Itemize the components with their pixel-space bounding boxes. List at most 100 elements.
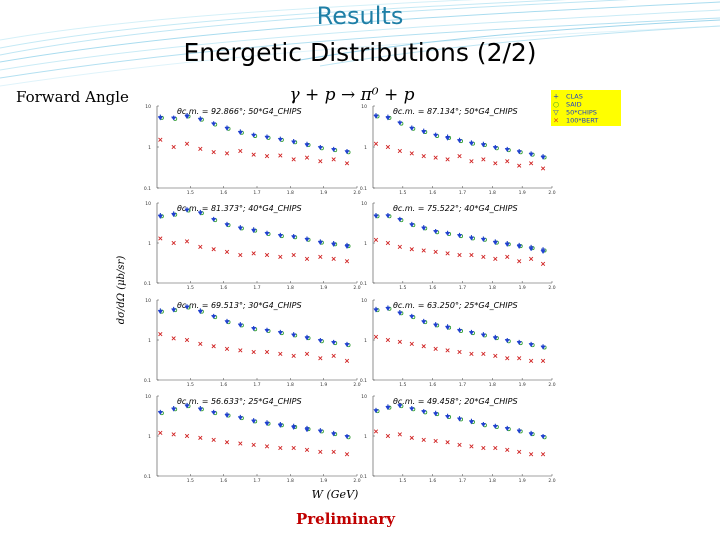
- bert-point: [344, 358, 350, 364]
- bert-point: [517, 163, 522, 168]
- bert-point: [171, 336, 176, 341]
- x-tick-label: 1.9: [519, 478, 526, 484]
- chips-point: [331, 341, 337, 345]
- chips-point: [397, 121, 403, 126]
- chips-point: [540, 345, 546, 350]
- legend-marker: ▽: [553, 109, 559, 117]
- panel: 10 1 0.1 1.5 1.6 1.7 1.8 1.9 2.0 θc.m. = 75.522°;…: [360, 201, 556, 291]
- x-tick-label: 1.8: [489, 190, 496, 196]
- bert-point: [505, 254, 510, 259]
- legend-label: 100*BERT: [566, 117, 598, 125]
- x-tick-label: 1.8: [489, 285, 496, 291]
- x-tick-label: 1.9: [320, 478, 327, 484]
- chips-point: [157, 310, 163, 315]
- x-tick-label: 1.8: [489, 382, 496, 388]
- chips-point: [409, 223, 415, 228]
- chips-point: [264, 231, 270, 236]
- legend-marker: ×: [553, 117, 559, 125]
- bert-point: [385, 240, 391, 246]
- bert-point: [481, 254, 486, 259]
- bert-point: [385, 337, 391, 343]
- y-tick-label: 1: [148, 241, 151, 247]
- chips-point: [540, 435, 546, 440]
- bert-point: [433, 155, 438, 160]
- legend-marker: +: [553, 93, 559, 101]
- panel: 10 1 0.1 1.5 1.6 1.7 1.8 1.9 2.0 θc.m. = 87.134°;…: [360, 104, 556, 196]
- bert-point: [457, 252, 462, 258]
- chips-point: [456, 417, 463, 422]
- bert-point: [540, 452, 546, 457]
- chips-point: [433, 230, 439, 235]
- y-tick-label: 0.1: [360, 474, 367, 480]
- x-tick-label: 1.6: [220, 478, 227, 484]
- chips-point: [211, 122, 217, 127]
- chips-point: [373, 214, 379, 219]
- chips-point: [516, 341, 522, 345]
- x-tick-label: 1.5: [399, 285, 406, 291]
- bert-point: [211, 344, 216, 349]
- chips-point: [540, 250, 546, 255]
- bert-point: [373, 429, 379, 434]
- chips-point: [291, 426, 297, 431]
- chips-point: [421, 410, 427, 415]
- chips-point: [516, 245, 522, 250]
- x-tick-label: 1.6: [220, 190, 227, 196]
- chips-point: [409, 407, 415, 412]
- x-tick-label: 1.5: [399, 478, 406, 484]
- y-tick-label: 0.1: [144, 281, 151, 287]
- bert-point: [445, 440, 450, 445]
- preliminary-label: Preliminary: [296, 510, 395, 528]
- bert-point: [457, 153, 462, 159]
- legend-label: SAID: [566, 101, 582, 109]
- bert-point: [211, 247, 216, 252]
- chips-point: [317, 339, 323, 344]
- chips-point: [171, 213, 177, 218]
- chips-point: [433, 133, 439, 138]
- chips-point: [344, 435, 350, 440]
- x-tick-label: 1.5: [187, 382, 194, 388]
- bert-point: [318, 254, 323, 259]
- bert-point: [421, 344, 426, 349]
- bert-point: [397, 432, 402, 437]
- chips-point: [237, 131, 243, 136]
- chips-point: [277, 137, 283, 142]
- bert-point: [528, 452, 534, 457]
- bert-point: [469, 444, 474, 449]
- bert-point: [409, 247, 414, 252]
- y-tick-label: 0.1: [144, 186, 151, 192]
- chips-point: [171, 407, 177, 412]
- x-tick-label: 1.7: [253, 190, 260, 196]
- x-tick-label: 1.6: [429, 382, 436, 388]
- y-tick-label: 0.1: [144, 378, 151, 384]
- x-tick-label: 1.5: [399, 382, 406, 388]
- bert-point: [331, 353, 336, 359]
- x-tick-label: 1.7: [459, 382, 466, 388]
- bert-point: [493, 161, 498, 166]
- bert-point: [224, 440, 230, 445]
- chips-point: [492, 336, 498, 341]
- y-tick-label: 1: [364, 338, 367, 344]
- chips-point: [385, 406, 391, 411]
- bert-point: [344, 161, 350, 166]
- bert-point: [397, 339, 402, 344]
- panel-label: θc.m. = 69.513°; 30*G4_CHIPS: [177, 301, 302, 310]
- chips-point: [224, 320, 230, 325]
- chips-point: [492, 424, 498, 429]
- chips-point: [171, 308, 177, 313]
- bert-point: [540, 358, 546, 364]
- y-tick-label: 1: [364, 145, 367, 151]
- x-tick-label: 1.6: [429, 285, 436, 291]
- panels: 10 1 0.1 1.5 1.6 1.7 1.8 1.9 2.0 θc.m. = 92.866°;…: [144, 104, 556, 484]
- y-tick-label: 1: [364, 434, 367, 440]
- bert-point: [251, 442, 256, 447]
- y-tick-label: 0.1: [360, 378, 367, 384]
- x-tick-label: 2.0: [353, 190, 360, 196]
- bert-point: [493, 256, 498, 262]
- bert-point: [493, 445, 498, 451]
- panel-label: θc.m. = 81.373°; 40*G4_CHIPS: [177, 204, 302, 213]
- chips-point: [480, 143, 486, 148]
- chips-point: [385, 116, 391, 121]
- y-tick-label: 10: [361, 104, 367, 110]
- bert-point: [304, 256, 310, 262]
- bert-point: [318, 449, 323, 455]
